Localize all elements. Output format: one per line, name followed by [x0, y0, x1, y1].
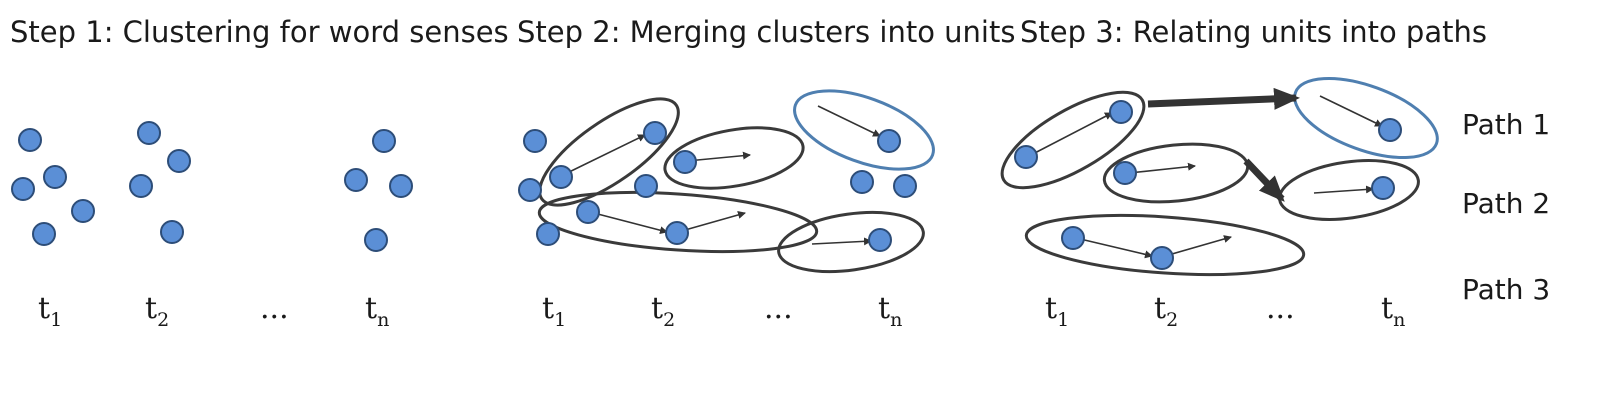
path-2-label: Path 2	[1462, 187, 1550, 220]
sense-dot	[634, 174, 658, 198]
sense-dot	[643, 121, 667, 145]
step-3-panel: t1 t2 ... tn Path 1 Path 2 Path 3	[1000, 76, 1550, 331]
sense-arrow	[817, 105, 881, 137]
sense-arrow	[1128, 162, 1196, 174]
sense-arrow	[811, 237, 872, 246]
time-label-tn: tn	[878, 291, 902, 331]
step-1-time-n-dots	[344, 129, 413, 252]
unit-oval	[1000, 90, 1146, 190]
sense-dot	[673, 150, 697, 174]
sense-dot	[32, 222, 56, 246]
unit-oval-highlight	[793, 89, 935, 171]
sense-dot	[372, 129, 396, 153]
unit-oval	[1024, 213, 1306, 277]
time-label-t2: t2	[1154, 291, 1178, 331]
time-label-ellipsis: ...	[1266, 291, 1295, 326]
step-1-time-2-dots	[129, 121, 191, 244]
sense-dot	[364, 228, 388, 252]
sense-arrow	[1028, 112, 1113, 157]
step-1-time-1-dots	[11, 128, 95, 246]
time-label-ellipsis: ...	[764, 291, 793, 326]
path-link-arrow	[1147, 87, 1300, 110]
time-label-t2: t2	[145, 291, 169, 331]
path-link-arrow	[1243, 158, 1285, 202]
step-2-title: Step 2: Merging clusters into units	[517, 15, 1015, 49]
sense-dot	[167, 149, 191, 173]
sense-dot	[868, 228, 892, 252]
time-label-t1: t1	[1045, 291, 1069, 331]
sense-arrow	[1319, 95, 1383, 127]
sense-arrow	[1313, 185, 1374, 194]
sense-dot	[1150, 246, 1174, 270]
path-1-label: Path 1	[1462, 108, 1550, 141]
step-1-panel: t1 t2 ... tn	[11, 121, 413, 331]
sense-arrow	[1075, 237, 1153, 259]
sense-dot	[1378, 118, 1402, 142]
sense-dot	[129, 174, 153, 198]
unit-oval	[537, 190, 819, 254]
sense-dot	[160, 220, 184, 244]
sense-dot	[344, 168, 368, 192]
time-label-t1: t1	[38, 291, 62, 331]
sense-dot	[18, 128, 42, 152]
sense-dot	[893, 174, 917, 198]
sense-dot	[1061, 226, 1085, 250]
time-label-tn: tn	[1381, 291, 1405, 331]
sense-dot	[1371, 176, 1395, 200]
step-2-panel: t1 t2 ... tn	[518, 89, 935, 331]
sense-dot	[389, 174, 413, 198]
sense-dot	[518, 178, 542, 202]
sense-dot	[549, 165, 573, 189]
time-label-ellipsis: ...	[260, 291, 289, 326]
sense-arrow	[677, 211, 746, 233]
sense-dot	[1014, 145, 1038, 169]
sense-arrow	[686, 151, 751, 162]
unit-oval	[663, 126, 805, 190]
sense-arrow	[1164, 235, 1232, 257]
sense-arrow	[589, 211, 668, 235]
step-1-title: Step 1: Clustering for word senses	[10, 15, 509, 49]
path-3-label: Path 3	[1462, 273, 1550, 306]
sense-dot	[1113, 161, 1137, 185]
sense-dot	[523, 129, 547, 153]
sense-dot	[536, 222, 560, 246]
sense-dot	[1109, 100, 1133, 124]
sense-arrow	[562, 134, 646, 176]
sense-dot	[850, 170, 874, 194]
sense-dot	[576, 200, 600, 224]
step-3-title: Step 3: Relating units into paths	[1020, 15, 1487, 49]
time-label-tn: tn	[365, 291, 389, 331]
sense-dot	[877, 129, 901, 153]
sense-dot	[11, 177, 35, 201]
unit-oval	[538, 97, 680, 207]
sense-dot	[665, 221, 689, 245]
sense-dot	[43, 165, 67, 189]
sense-dot	[71, 199, 95, 223]
time-label-t1: t1	[542, 291, 566, 331]
time-label-t2: t2	[651, 291, 675, 331]
unit-oval	[777, 210, 925, 274]
sense-dot	[137, 121, 161, 145]
